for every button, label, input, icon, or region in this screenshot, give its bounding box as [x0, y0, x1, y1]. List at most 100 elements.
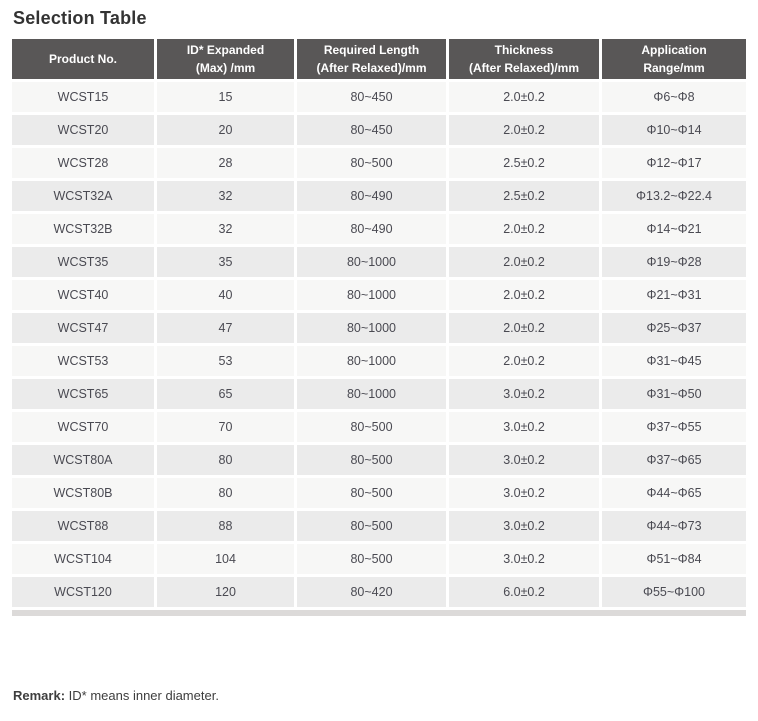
cell-required-length: 80~500 [297, 445, 446, 475]
table-row: WCST120 120 80~420 6.0±0.2 Φ55~Φ100 [12, 577, 746, 607]
header-cell-product-no: Product No. [12, 39, 154, 79]
cell-application-range: Φ14~Φ21 [602, 214, 746, 244]
table-row: WCST40 40 80~1000 2.0±0.2 Φ21~Φ31 [12, 280, 746, 310]
cell-required-length: 80~450 [297, 82, 446, 112]
cell-thickness: 2.0±0.2 [449, 214, 599, 244]
table-row: WCST32B 32 80~490 2.0±0.2 Φ14~Φ21 [12, 214, 746, 244]
remark: Remark: ID* means inner diameter. [13, 688, 758, 705]
cell-id-expanded: 28 [157, 148, 294, 178]
table-row: WCST35 35 80~1000 2.0±0.2 Φ19~Φ28 [12, 247, 746, 277]
cell-id-expanded: 53 [157, 346, 294, 376]
header-cell-required-length: Required Length (After Relaxed)/mm [297, 39, 446, 79]
header-cell-application-range: Application Range/mm [602, 39, 746, 79]
cell-thickness: 3.0±0.2 [449, 445, 599, 475]
cell-product-no: WCST15 [12, 82, 154, 112]
cell-thickness: 3.0±0.2 [449, 544, 599, 574]
cell-thickness: 3.0±0.2 [449, 511, 599, 541]
table-row: WCST32A 32 80~490 2.5±0.2 Φ13.2~Φ22.4 [12, 181, 746, 211]
cell-required-length: 80~500 [297, 478, 446, 508]
cell-required-length: 80~490 [297, 181, 446, 211]
cell-product-no: WCST32B [12, 214, 154, 244]
cell-id-expanded: 70 [157, 412, 294, 442]
selection-table: Product No. ID* Expanded (Max) /mm Requi… [9, 36, 749, 610]
cell-product-no: WCST20 [12, 115, 154, 145]
table-row: WCST80A 80 80~500 3.0±0.2 Φ37~Φ65 [12, 445, 746, 475]
cell-application-range: Φ44~Φ65 [602, 478, 746, 508]
cell-application-range: Φ51~Φ84 [602, 544, 746, 574]
cell-required-length: 80~1000 [297, 346, 446, 376]
cell-required-length: 80~500 [297, 511, 446, 541]
cell-product-no: WCST53 [12, 346, 154, 376]
table-bottom-bar [12, 610, 746, 616]
cell-thickness: 3.0±0.2 [449, 478, 599, 508]
cell-id-expanded: 80 [157, 445, 294, 475]
cell-id-expanded: 65 [157, 379, 294, 409]
remark-label: Remark: [13, 688, 66, 703]
cell-product-no: WCST28 [12, 148, 154, 178]
cell-id-expanded: 35 [157, 247, 294, 277]
table-row: WCST65 65 80~1000 3.0±0.2 Φ31~Φ50 [12, 379, 746, 409]
cell-thickness: 2.0±0.2 [449, 247, 599, 277]
cell-id-expanded: 47 [157, 313, 294, 343]
cell-application-range: Φ31~Φ45 [602, 346, 746, 376]
cell-application-range: Φ6~Φ8 [602, 82, 746, 112]
cell-required-length: 80~1000 [297, 280, 446, 310]
cell-product-no: WCST40 [12, 280, 154, 310]
cell-id-expanded: 32 [157, 181, 294, 211]
cell-application-range: Φ21~Φ31 [602, 280, 746, 310]
cell-product-no: WCST65 [12, 379, 154, 409]
header-cell-thickness: Thickness (After Relaxed)/mm [449, 39, 599, 79]
cell-required-length: 80~500 [297, 544, 446, 574]
cell-id-expanded: 20 [157, 115, 294, 145]
table-row: WCST88 88 80~500 3.0±0.2 Φ44~Φ73 [12, 511, 746, 541]
cell-application-range: Φ12~Φ17 [602, 148, 746, 178]
table-row: WCST104 104 80~500 3.0±0.2 Φ51~Φ84 [12, 544, 746, 574]
cell-required-length: 80~500 [297, 148, 446, 178]
cell-required-length: 80~490 [297, 214, 446, 244]
cell-product-no: WCST35 [12, 247, 154, 277]
cell-id-expanded: 88 [157, 511, 294, 541]
table-row: WCST70 70 80~500 3.0±0.2 Φ37~Φ55 [12, 412, 746, 442]
cell-application-range: Φ25~Φ37 [602, 313, 746, 343]
cell-application-range: Φ19~Φ28 [602, 247, 746, 277]
cell-id-expanded: 40 [157, 280, 294, 310]
table-row: WCST28 28 80~500 2.5±0.2 Φ12~Φ17 [12, 148, 746, 178]
cell-application-range: Φ10~Φ14 [602, 115, 746, 145]
cell-application-range: Φ44~Φ73 [602, 511, 746, 541]
cell-id-expanded: 15 [157, 82, 294, 112]
cell-product-no: WCST70 [12, 412, 154, 442]
cell-id-expanded: 120 [157, 577, 294, 607]
cell-product-no: WCST104 [12, 544, 154, 574]
cell-thickness: 2.5±0.2 [449, 181, 599, 211]
cell-product-no: WCST32A [12, 181, 154, 211]
cell-required-length: 80~450 [297, 115, 446, 145]
table-header-row: Product No. ID* Expanded (Max) /mm Requi… [12, 39, 746, 79]
cell-product-no: WCST80A [12, 445, 154, 475]
cell-application-range: Φ31~Φ50 [602, 379, 746, 409]
cell-thickness: 2.0±0.2 [449, 82, 599, 112]
cell-required-length: 80~1000 [297, 379, 446, 409]
cell-thickness: 2.0±0.2 [449, 115, 599, 145]
cell-required-length: 80~1000 [297, 247, 446, 277]
cell-required-length: 80~1000 [297, 313, 446, 343]
cell-thickness: 2.0±0.2 [449, 346, 599, 376]
cell-thickness: 2.0±0.2 [449, 313, 599, 343]
table-row: WCST80B 80 80~500 3.0±0.2 Φ44~Φ65 [12, 478, 746, 508]
cell-application-range: Φ13.2~Φ22.4 [602, 181, 746, 211]
cell-thickness: 3.0±0.2 [449, 412, 599, 442]
cell-id-expanded: 104 [157, 544, 294, 574]
header-cell-id-expanded: ID* Expanded (Max) /mm [157, 39, 294, 79]
cell-application-range: Φ55~Φ100 [602, 577, 746, 607]
cell-id-expanded: 80 [157, 478, 294, 508]
cell-product-no: WCST80B [12, 478, 154, 508]
remark-text: ID* means inner diameter. [65, 688, 219, 703]
cell-product-no: WCST88 [12, 511, 154, 541]
cell-thickness: 3.0±0.2 [449, 379, 599, 409]
cell-required-length: 80~420 [297, 577, 446, 607]
table-row: WCST47 47 80~1000 2.0±0.2 Φ25~Φ37 [12, 313, 746, 343]
cell-application-range: Φ37~Φ55 [602, 412, 746, 442]
table-row: WCST53 53 80~1000 2.0±0.2 Φ31~Φ45 [12, 346, 746, 376]
table-row: WCST20 20 80~450 2.0±0.2 Φ10~Φ14 [12, 115, 746, 145]
page-title: Selection Table [13, 8, 147, 28]
table-row: WCST15 15 80~450 2.0±0.2 Φ6~Φ8 [12, 82, 746, 112]
